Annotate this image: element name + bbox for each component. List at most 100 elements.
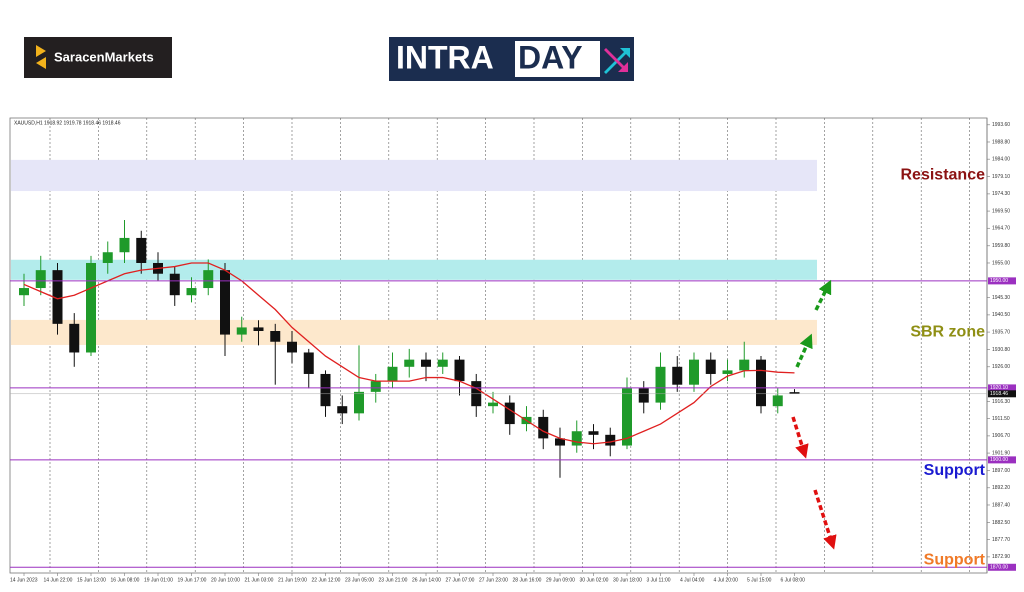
candle-body (705, 359, 716, 374)
x-tick-label: 30 Jun 18:00 (613, 577, 642, 583)
arrows (791, 279, 837, 550)
y-tick-label: 1930.80 (992, 347, 1010, 353)
candle-body (35, 270, 46, 289)
axis: 1993.60 1988.80 1984.00 1979.10 1974.30 1969.… (10, 122, 1010, 583)
banner-arrow-down (604, 48, 628, 72)
candle-body (504, 402, 515, 425)
y-tick-label: 1969.50 (992, 208, 1010, 214)
y-tick-label: 1964.70 (992, 226, 1010, 232)
candle-body (320, 373, 331, 407)
candle-body (421, 359, 431, 367)
level-label: 1950.00 (990, 278, 1008, 284)
arrow-up (795, 333, 813, 368)
candle-body (387, 366, 398, 382)
candle-body (136, 237, 147, 263)
brand-logo: SaracenMarkets (24, 37, 172, 78)
x-tick-label: 15 Jun 13:00 (77, 577, 106, 583)
candle-body (119, 237, 130, 253)
x-tick-label: 19 Jun 17:00 (178, 577, 207, 583)
arrow-down (813, 489, 837, 550)
candle-body (538, 416, 549, 439)
annotation: Support (924, 551, 986, 568)
candle-body (220, 270, 230, 335)
level-tag (988, 456, 1016, 464)
candle-body (655, 366, 666, 403)
y-tick-label: 1940.50 (992, 312, 1010, 318)
y-tick-label: 1935.70 (992, 329, 1010, 335)
candle-body (337, 406, 348, 414)
candle-body (86, 262, 96, 353)
y-tick-label: 1882.50 (992, 520, 1010, 526)
candle-body (270, 331, 281, 342)
candle-body (588, 431, 599, 435)
x-tick-label: 22 Jun 12:00 (312, 577, 341, 583)
x-tick-label: 14 Jun 22:00 (44, 577, 73, 583)
candle-body (354, 391, 364, 414)
candle-body (303, 352, 314, 374)
plot-frame (9, 117, 988, 574)
candle-body (454, 359, 465, 382)
intraday-banner: INTRA DAY (389, 37, 634, 81)
candle-body (19, 288, 29, 296)
candle-body (203, 270, 214, 289)
x-tick-label: 14 Jun 2023 (10, 577, 38, 583)
zone (11, 159, 817, 192)
y-tick-label: 1984.00 (992, 156, 1010, 162)
moving-average (23, 262, 795, 445)
level-tag (988, 384, 1016, 392)
candle-body (722, 370, 733, 374)
candle-body (638, 388, 649, 403)
x-tick-label: 6 Jul 08:00 (781, 577, 806, 583)
x-tick-label: 5 Jul 15:00 (747, 577, 772, 583)
candle-body (488, 402, 498, 407)
y-tick-label: 1872.90 (992, 554, 1010, 560)
level-label: 1900.00 (990, 457, 1008, 463)
level-label: 1870.00 (990, 565, 1008, 571)
x-tick-label: 23 Jun 05:00 (345, 577, 374, 583)
candle-body (622, 388, 632, 446)
x-tick-label: 29 Jun 09:00 (546, 577, 575, 583)
y-tick-label: 1916.30 (992, 399, 1010, 405)
level-tag (988, 277, 1016, 285)
y-tick-label: 1974.30 (992, 191, 1010, 197)
x-tick-label: 21 Jun 03:00 (245, 577, 274, 583)
x-tick-label: 27 Jun 07:00 (446, 577, 475, 583)
banner-highlight (515, 41, 600, 77)
y-tick-label: 1892.20 (992, 485, 1010, 491)
candles (19, 220, 800, 478)
candle-body (287, 341, 297, 353)
brand-icon (36, 45, 46, 69)
x-tick-label: 4 Jul 20:00 (714, 577, 739, 583)
candle-body (102, 252, 113, 263)
candle-body (605, 434, 616, 446)
candle-body (52, 270, 63, 324)
x-tick-label: 19 Jun 01:00 (144, 577, 173, 583)
arrow-up (814, 279, 832, 311)
x-tick-label: 23 Jun 21:00 (379, 577, 408, 583)
candle-body (404, 359, 415, 367)
brand-name: SaracenMarkets (54, 49, 154, 64)
candle-body (789, 392, 800, 394)
annotation: Support (924, 462, 986, 479)
y-tick-label: 1901.90 (992, 450, 1010, 456)
candle-body (571, 431, 582, 446)
annotation: SBR zone (910, 324, 985, 341)
candle-body (756, 359, 766, 407)
y-tick-label: 1906.70 (992, 433, 1010, 439)
annotation: Resistance (901, 166, 986, 183)
candle-body (169, 273, 180, 296)
last-price-label: 1918.46 (990, 391, 1008, 397)
x-tick-label: 3 Jul 11:00 (647, 577, 671, 583)
x-tick-label: 26 Jun 14:00 (412, 577, 441, 583)
zone (11, 319, 817, 345)
zone (11, 259, 817, 280)
y-tick-label: 1877.70 (992, 537, 1010, 543)
candle-body (69, 323, 80, 353)
banner-left: INTRA (396, 39, 494, 75)
y-tick-label: 1897.00 (992, 468, 1010, 474)
y-tick-label: 1993.60 (992, 122, 1010, 128)
x-tick-label: 28 Jun 16:00 (513, 577, 542, 583)
y-tick-label: 1887.40 (992, 502, 1010, 508)
candle-body (739, 359, 750, 371)
